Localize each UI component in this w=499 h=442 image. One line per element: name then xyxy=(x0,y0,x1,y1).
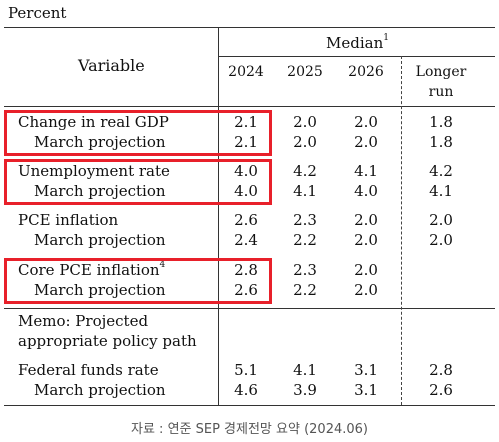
table-cell: 2.4 xyxy=(234,231,258,249)
table-cell: 2.0 xyxy=(354,133,378,151)
table-cell: 3.1 xyxy=(354,381,378,399)
table-cell: 2.3 xyxy=(293,261,317,279)
table-cell: 2.8 xyxy=(234,261,258,279)
source-caption: 자료 : 연준 SEP 경제전망 요약 (2024.06) xyxy=(131,422,368,437)
table-cell: 2.0 xyxy=(354,231,378,249)
table-cell: 5.1 xyxy=(234,361,258,379)
table-cell: 2.0 xyxy=(354,261,378,279)
year-header-2025: 2025 xyxy=(287,64,323,80)
table-cell: 2.0 xyxy=(354,113,378,131)
table-cell: 2.2 xyxy=(293,281,317,299)
table-cell: 2.0 xyxy=(293,113,317,131)
table-cell: 4.0 xyxy=(234,162,258,180)
table-cell: 4.0 xyxy=(354,182,378,200)
row-label: March projection xyxy=(34,182,166,200)
row-label: March projection xyxy=(34,381,166,399)
year-header-2026: 2026 xyxy=(348,64,384,80)
variable-header: Variable xyxy=(78,56,145,75)
highlight-box-gdp xyxy=(4,110,272,156)
table-bottom-rule xyxy=(4,405,495,406)
row-label: Core PCE inflation4 xyxy=(18,260,166,279)
table-cell: 4.1 xyxy=(293,182,317,200)
row-label: Change in real GDP xyxy=(18,113,169,131)
table-cell: 2.0 xyxy=(429,231,453,249)
longer-run-header-line1: Longer xyxy=(415,64,467,80)
table-cell: 4.0 xyxy=(234,182,258,200)
table-cell: 2.1 xyxy=(234,113,258,131)
median-header: Median1 xyxy=(326,33,389,52)
table-cell: 3.9 xyxy=(293,381,317,399)
median-underline xyxy=(218,56,495,57)
table-cell: 4.2 xyxy=(429,162,453,180)
row-label: March projection xyxy=(34,231,166,249)
table-cell: 4.1 xyxy=(354,162,378,180)
footnote-marker: 4 xyxy=(159,260,166,270)
variable-divider xyxy=(218,27,219,405)
table-cell: 4.6 xyxy=(234,381,258,399)
memo-line2: appropriate policy path xyxy=(18,332,197,350)
table-top-rule xyxy=(4,27,495,28)
table-cell: 4.2 xyxy=(293,162,317,180)
unit-label: Percent xyxy=(8,4,67,22)
header-bottom-rule xyxy=(4,106,495,107)
year-header-2024: 2024 xyxy=(228,64,264,80)
table-cell: 2.0 xyxy=(354,281,378,299)
longer-run-divider xyxy=(401,56,402,405)
table-cell: 2.6 xyxy=(429,381,453,399)
table-cell: 2.0 xyxy=(354,211,378,229)
table-cell: 2.8 xyxy=(429,361,453,379)
table-cell: 2.2 xyxy=(293,231,317,249)
table-cell: 4.1 xyxy=(429,182,453,200)
row-label: March projection xyxy=(34,281,166,299)
highlight-box-unemployment xyxy=(4,159,272,205)
table-cell: 3.1 xyxy=(354,361,378,379)
memo-top-rule xyxy=(4,308,495,309)
table-cell: 2.6 xyxy=(234,281,258,299)
row-label: PCE inflation xyxy=(18,211,119,229)
table-cell: 2.1 xyxy=(234,133,258,151)
table-cell: 1.8 xyxy=(429,133,453,151)
table-cell: 2.6 xyxy=(234,211,258,229)
row-label: Federal funds rate xyxy=(18,361,159,379)
table-cell: 2.3 xyxy=(293,211,317,229)
table-cell: 1.8 xyxy=(429,113,453,131)
row-label: March projection xyxy=(34,133,166,151)
highlight-box-core-pce xyxy=(4,258,272,304)
longer-run-header-line2: run xyxy=(428,84,454,100)
table-cell: 2.0 xyxy=(429,211,453,229)
table-cell: 2.0 xyxy=(293,133,317,151)
memo-line1: Memo: Projected xyxy=(18,312,149,330)
table-cell: 4.1 xyxy=(293,361,317,379)
row-label: Unemployment rate xyxy=(18,162,170,180)
